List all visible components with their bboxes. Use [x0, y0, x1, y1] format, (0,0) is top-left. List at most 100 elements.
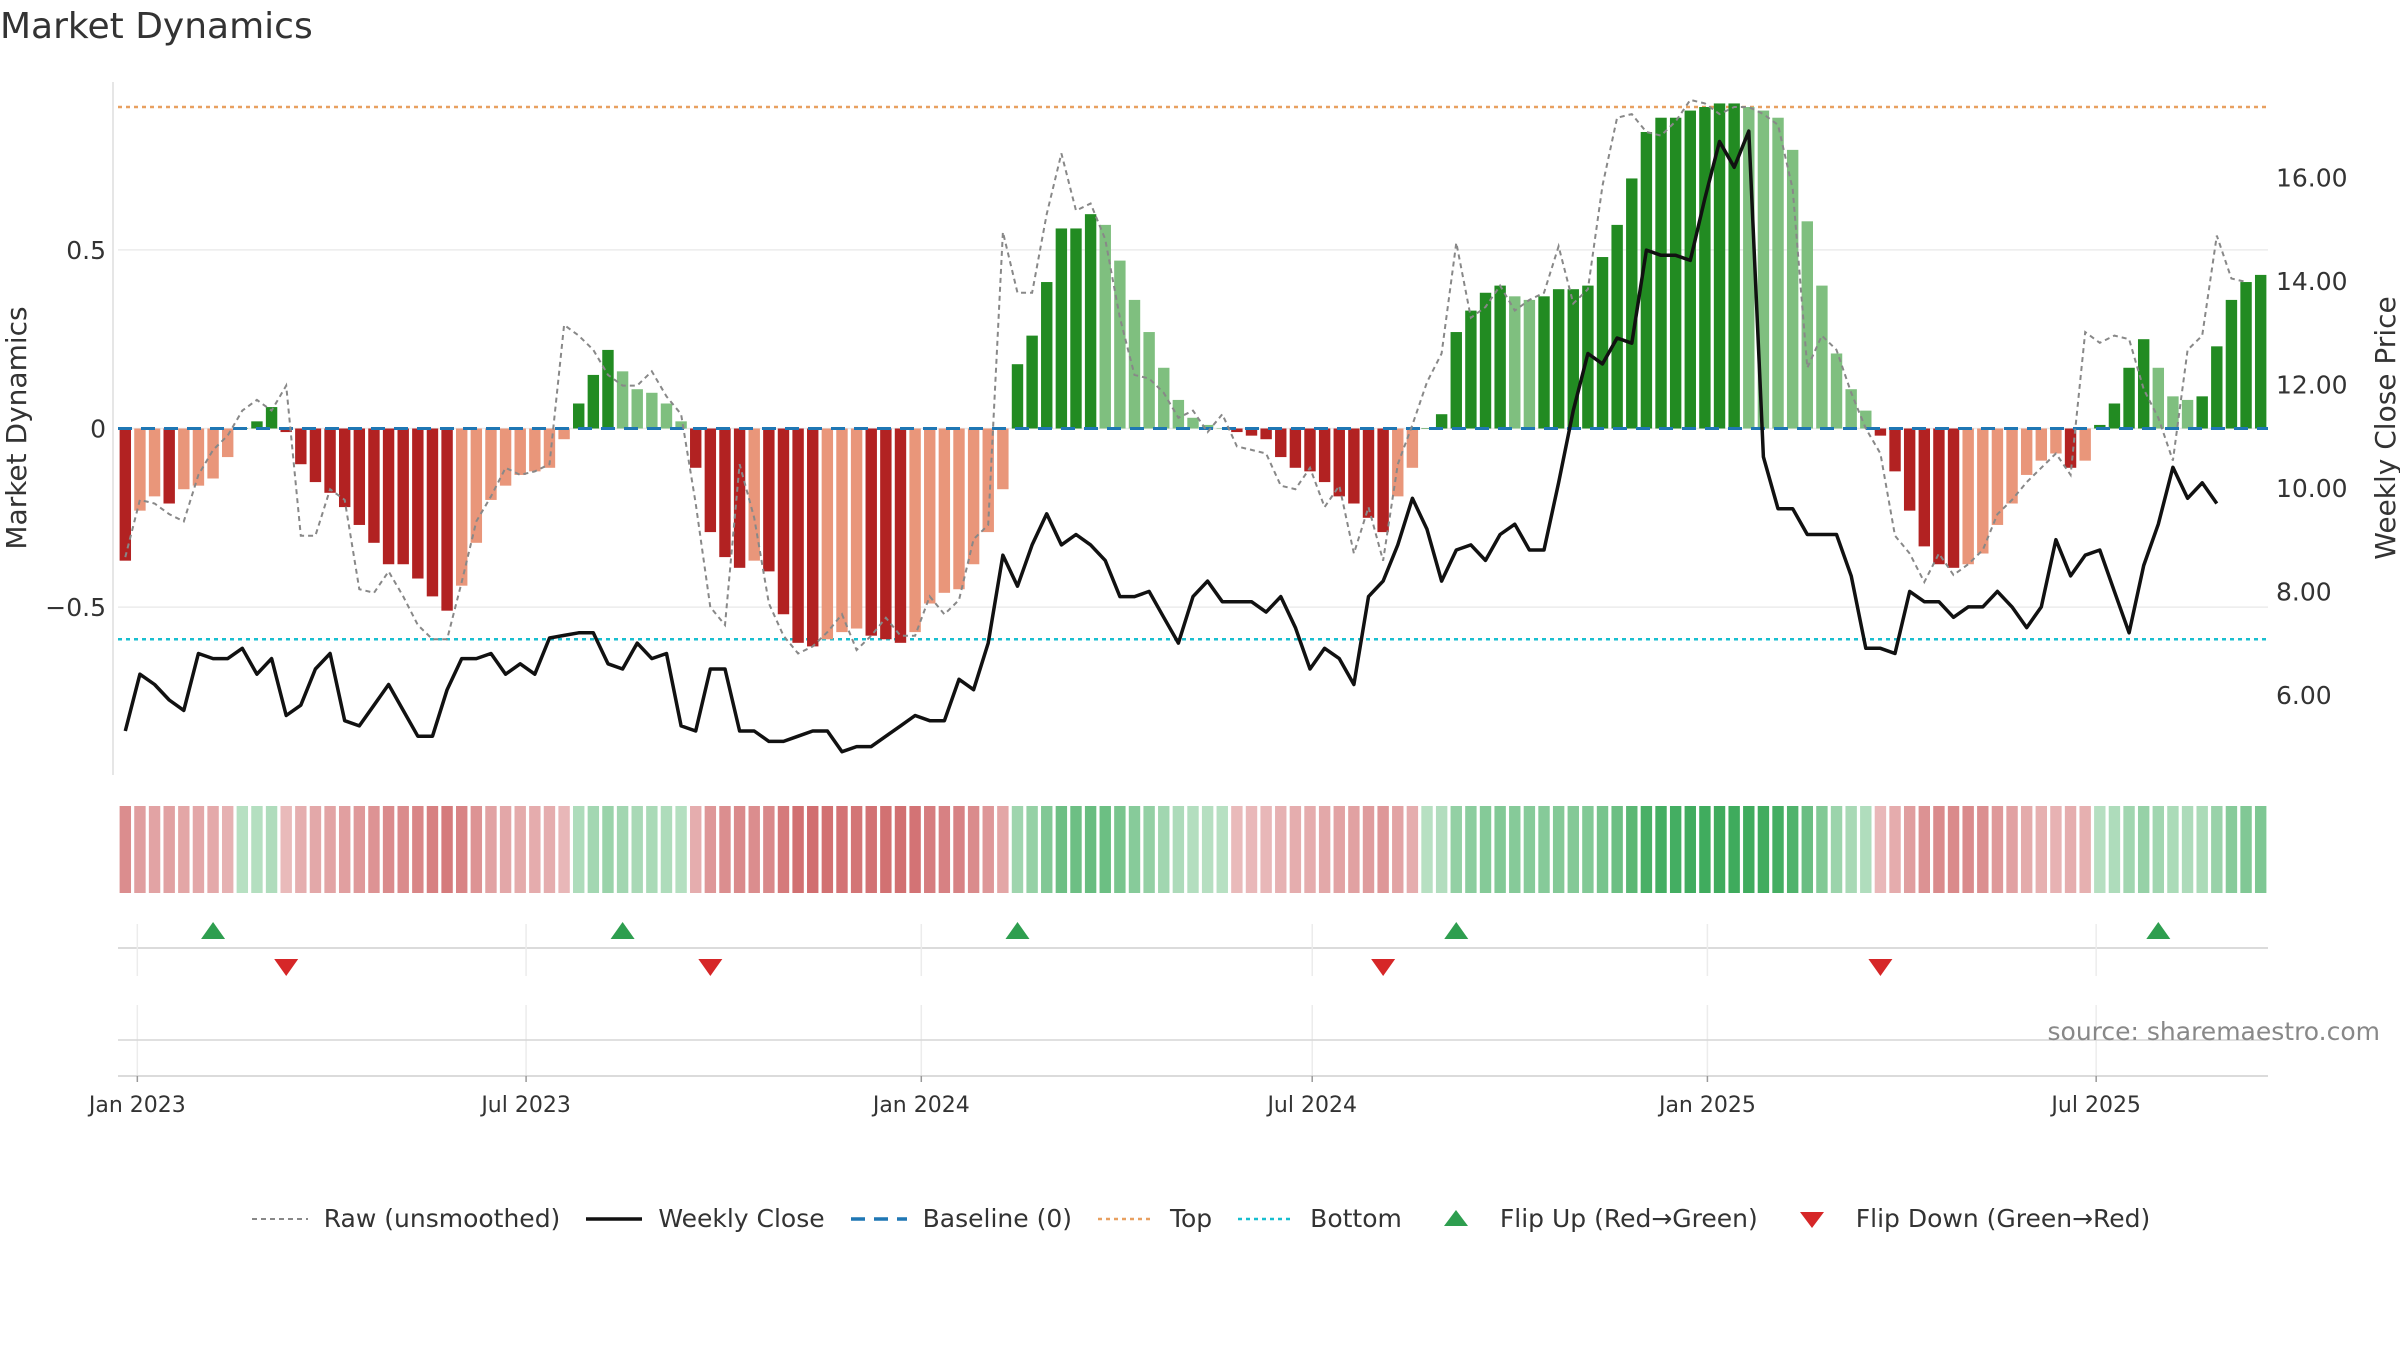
dynamics-bar: [265, 407, 278, 429]
heat-cell: [2254, 806, 2267, 893]
date-axis-ticks: Jan 2023 Jul 2023 Jan 2024 Jul 2024 Jan 2025…: [87, 1076, 2141, 1118]
dynamics-bar: [412, 428, 424, 579]
heat-cell: [1099, 806, 1111, 893]
heat-cell: [470, 806, 483, 893]
x-tick-label: Jan 2025: [1657, 1093, 1756, 1118]
legend-item-baseline: Baseline (0): [849, 1204, 1072, 1233]
dynamics-bar: [1084, 214, 1097, 429]
heat-cell: [2079, 806, 2091, 893]
heat-cell: [1816, 806, 1828, 893]
flip-up-marker: [610, 922, 635, 939]
heat-cell: [441, 806, 453, 893]
heat-cell: [1552, 806, 1565, 893]
weekly-close-line: [123, 129, 2219, 754]
dynamics-bar: [1187, 417, 1199, 429]
dynamics-bar: [353, 428, 366, 525]
dynamics-bar: [2035, 428, 2048, 461]
dynamics-bar: [1801, 221, 1813, 429]
dynamics-bar: [938, 428, 951, 593]
dotted-line-icon: [1097, 1217, 1154, 1220]
dynamics-bar: [967, 428, 980, 565]
dynamics-bar: [1275, 428, 1287, 458]
dynamics-bar: [1655, 117, 1667, 429]
heat-cell: [2050, 806, 2062, 893]
heat-cell: [1626, 806, 1638, 893]
dynamics-bar: [909, 428, 921, 633]
dynamics-bar: [1845, 389, 1857, 429]
dynamics-bar: [1465, 310, 1477, 429]
heat-cell: [295, 806, 307, 893]
x-tick-label: Jul 2024: [1265, 1093, 1357, 1118]
dynamics-bar: [1874, 428, 1887, 436]
heat-cell: [1128, 806, 1141, 893]
heat-cell: [880, 806, 892, 893]
flip-markers-panel: [118, 922, 2268, 976]
market-dynamics-chart: Market Dynamics 0.5 0 −0.5 6.00 8.00 10.00 12…: [0, 6, 2400, 1118]
heat-cell: [148, 806, 161, 893]
dynamics-bar: [280, 428, 292, 433]
heat-cell: [1523, 806, 1536, 893]
heat-cell: [397, 806, 409, 893]
dynamics-bar: [1011, 364, 1024, 429]
dynamics-bar: [2094, 424, 2106, 429]
heat-cell: [456, 806, 468, 893]
dynamics-bar: [178, 428, 190, 490]
dashed-line-icon: [850, 1216, 907, 1221]
dynamics-bar: [1377, 428, 1389, 533]
dynamics-bar: [1699, 107, 1711, 429]
heat-cell: [982, 806, 994, 893]
dynamics-bar: [850, 428, 863, 629]
heat-cell: [1041, 806, 1053, 893]
heat-cell: [704, 806, 717, 893]
heat-cell: [2211, 806, 2223, 893]
legend-item-top: Top: [1096, 1204, 1212, 1233]
heat-cell: [894, 806, 907, 893]
heat-cell: [134, 806, 146, 893]
heat-cell: [748, 806, 760, 893]
heat-cell: [967, 806, 980, 893]
heat-cell: [207, 806, 219, 893]
dynamics-bar: [2123, 367, 2135, 429]
heat-cell: [1260, 806, 1272, 893]
dynamics-bar: [1962, 428, 1974, 565]
dynamics-bar: [1055, 228, 1068, 429]
y2-tick-label: 14.00: [2276, 267, 2348, 296]
heat-cell: [1055, 806, 1068, 893]
dynamics-bar: [660, 403, 673, 429]
dynamics-bar: [1333, 428, 1345, 497]
dynamics-bar: [777, 428, 790, 615]
dynamics-bar: [1421, 428, 1433, 429]
dynamics-bar: [2079, 428, 2091, 461]
heat-cell: [309, 806, 322, 893]
flip-up-marker: [2146, 922, 2171, 939]
flip-down-marker: [1868, 959, 1893, 976]
heat-cell: [1392, 806, 1404, 893]
heat-cell: [1275, 806, 1287, 893]
dynamics-bar: [192, 428, 205, 486]
dynamics-bar: [1626, 178, 1638, 429]
heat-cell: [1757, 806, 1770, 893]
heat-cell: [1348, 806, 1360, 893]
heat-cell: [178, 806, 190, 893]
dynamics-bar: [1552, 289, 1565, 429]
heat-cell: [602, 806, 614, 893]
heat-cell: [543, 806, 556, 893]
dynamics-bar: [1406, 428, 1419, 468]
dynamics-bar: [397, 428, 409, 565]
dynamics-bar: [1245, 428, 1258, 436]
dynamics-bar: [616, 371, 629, 429]
left-axis-ticks: 0.5 0 −0.5: [45, 236, 106, 622]
heat-cell: [1011, 806, 1024, 893]
dynamics-bar: [1947, 428, 1960, 568]
dynamics-bar: [982, 428, 994, 533]
dynamics-bar: [368, 428, 380, 543]
dynamics-bar: [207, 428, 219, 479]
heat-cell: [558, 806, 570, 893]
dynamics-bar: [2108, 403, 2121, 429]
dynamics-bar: [2196, 396, 2208, 429]
heat-cell: [646, 806, 658, 893]
dynamics-bar: [2211, 346, 2223, 429]
heat-cell: [1801, 806, 1813, 893]
heat-cell: [368, 806, 380, 893]
dynamics-bar: [1026, 335, 1038, 429]
